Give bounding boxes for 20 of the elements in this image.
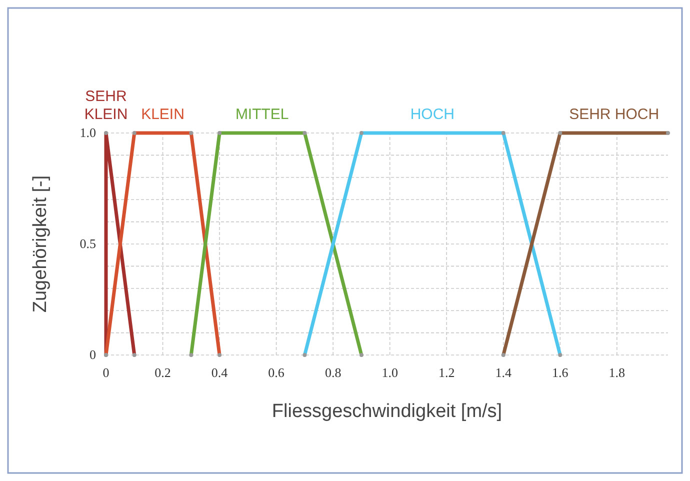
- x-tick-label: 0.4: [211, 365, 228, 380]
- x-tick-label: 1.0: [382, 365, 398, 380]
- x-tick-label: 1.2: [438, 365, 455, 380]
- y-tick-label: 1.0: [80, 125, 96, 140]
- x-tick-label: 1.6: [552, 365, 569, 380]
- y-axis-title: Zugehörigkeit [-]: [30, 175, 51, 313]
- series-label: SEHR HOCH: [569, 106, 660, 123]
- x-tick-label: 0.8: [324, 365, 342, 380]
- x-tick-label: 0: [102, 365, 110, 380]
- y-tick-label: 0: [90, 347, 96, 362]
- x-tick-label: 0.6: [268, 365, 285, 380]
- x-tick-label: 1.8: [608, 365, 626, 380]
- x-tick-label: 0.2: [154, 365, 171, 380]
- series-label: HOCH: [410, 106, 454, 123]
- series-label: SEHR KLEIN: [84, 88, 128, 123]
- series-label: KLEIN: [141, 106, 184, 123]
- x-axis-title: Fliessgeschwindigkeit [m/s]: [272, 401, 502, 422]
- series-label: MITTEL: [235, 106, 289, 123]
- y-tick-label: 0.5: [80, 236, 96, 251]
- x-tick-label: 1.4: [495, 365, 512, 380]
